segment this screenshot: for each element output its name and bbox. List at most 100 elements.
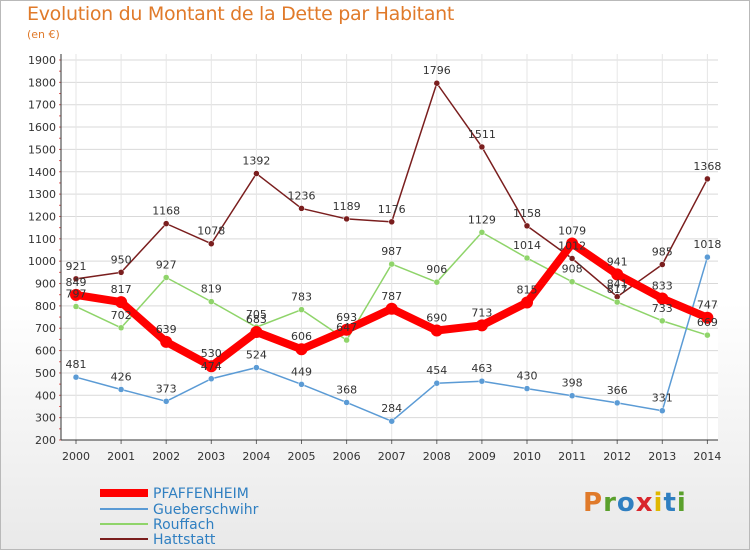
data-label-rouffach: 819 <box>201 283 222 296</box>
data-label-rouffach: 705 <box>246 308 267 321</box>
data-point-rouffach <box>72 303 80 310</box>
chart-subtitle: (en €) <box>27 28 60 41</box>
data-point-pfaffenheim <box>205 360 218 373</box>
data-label-rouffach: 783 <box>291 291 312 304</box>
data-label-pfaffenheim: 815 <box>517 284 538 297</box>
data-label-pfaffenheim: 693 <box>336 311 357 324</box>
y-tick-label: 500 <box>35 367 56 380</box>
data-label-rouffach: 733 <box>652 302 673 315</box>
data-label-hattstatt: 1368 <box>693 160 721 173</box>
data-point-hattstatt <box>343 215 350 223</box>
x-tick-label: 2002 <box>152 450 180 463</box>
data-point-gueberschwihr <box>298 381 305 388</box>
data-label-hattstatt: 1158 <box>513 207 541 220</box>
y-tick-label: 1600 <box>28 121 56 134</box>
data-point-gueberschwihr <box>388 417 395 425</box>
data-point-hattstatt <box>704 175 711 183</box>
y-tick-label: 1300 <box>28 188 56 201</box>
data-point-hattstatt <box>117 269 125 276</box>
data-label-pfaffenheim: 530 <box>201 347 222 360</box>
data-point-pfaffenheim <box>160 335 173 348</box>
legend-label-hattstatt: Hattstatt <box>153 532 216 548</box>
data-point-rouffach <box>298 306 305 313</box>
x-tick-label: 2003 <box>197 450 225 463</box>
x-tick-label: 2014 <box>693 450 721 463</box>
y-tick-label: 300 <box>35 412 56 425</box>
data-label-gueberschwihr: 454 <box>426 364 447 377</box>
data-point-rouffach <box>208 298 215 305</box>
y-tick-label: 1200 <box>28 210 56 223</box>
data-label-hattstatt: 1236 <box>288 189 316 202</box>
x-tick-label: 2009 <box>468 450 496 463</box>
data-point-hattstatt <box>523 222 531 230</box>
data-point-pfaffenheim <box>70 288 82 301</box>
data-label-hattstatt: 950 <box>111 253 132 266</box>
x-tick-label: 2008 <box>423 450 451 463</box>
data-point-gueberschwihr <box>343 399 350 406</box>
data-label-gueberschwihr: 331 <box>652 392 673 405</box>
x-tick-label: 2012 <box>603 450 631 463</box>
y-tick-label: 700 <box>35 322 56 335</box>
legend-label-pfaffenheim: PFAFFENHEIM <box>153 486 249 502</box>
data-point-rouffach <box>162 274 170 281</box>
x-tick-label: 2010 <box>513 450 541 463</box>
data-point-gueberschwihr <box>704 253 711 261</box>
data-point-hattstatt <box>388 218 395 226</box>
x-tick-label: 2013 <box>648 450 676 463</box>
proxiti-logo: Proxiti <box>583 488 687 518</box>
y-tick-label: 400 <box>35 389 56 402</box>
data-point-rouffach <box>433 278 441 286</box>
data-label-hattstatt: 1168 <box>152 205 180 218</box>
data-label-hattstatt: 1392 <box>242 155 270 168</box>
data-point-gueberschwihr <box>523 385 531 392</box>
data-label-hattstatt: 921 <box>66 260 87 273</box>
data-point-hattstatt <box>253 170 260 177</box>
data-label-hattstatt: 1176 <box>378 203 406 216</box>
data-point-gueberschwihr <box>568 392 576 399</box>
data-label-gueberschwihr: 449 <box>291 365 312 378</box>
data-point-gueberschwihr <box>433 379 441 387</box>
data-label-pfaffenheim: 833 <box>652 280 673 293</box>
data-label-gueberschwihr: 430 <box>517 370 538 383</box>
data-label-rouffach: 669 <box>697 316 718 329</box>
logo-letter: t <box>663 488 677 518</box>
x-tick-label: 2001 <box>107 450 135 463</box>
data-label-rouffach: 817 <box>607 283 628 296</box>
data-label-pfaffenheim: 690 <box>426 311 447 324</box>
data-label-gueberschwihr: 368 <box>336 383 357 396</box>
data-point-rouffach <box>704 331 711 339</box>
logo-letter: P <box>583 488 604 518</box>
data-label-rouffach: 987 <box>381 245 402 258</box>
data-point-pfaffenheim <box>521 296 533 309</box>
data-label-pfaffenheim: 639 <box>156 323 177 336</box>
x-tick-label: 2000 <box>62 450 90 463</box>
x-tick-label: 2006 <box>333 450 361 463</box>
logo-letter: x <box>635 488 654 518</box>
logo-letter: i <box>653 488 664 518</box>
data-point-hattstatt <box>72 275 80 283</box>
x-tick-label: 2011 <box>558 450 586 463</box>
data-label-gueberschwihr: 1018 <box>693 238 721 251</box>
data-point-gueberschwihr <box>72 373 80 381</box>
data-point-pfaffenheim <box>566 237 579 250</box>
data-point-rouffach <box>523 254 531 262</box>
data-point-gueberschwihr <box>478 377 486 385</box>
data-point-hattstatt <box>659 261 666 268</box>
chart-title: Evolution du Montant de la Dette par Hab… <box>27 3 455 25</box>
data-point-hattstatt <box>568 255 576 262</box>
data-point-gueberschwihr <box>659 407 666 414</box>
data-point-rouffach <box>388 260 395 268</box>
y-tick-label: 1500 <box>28 143 56 156</box>
legend-label-rouffach: Rouffach <box>153 517 214 533</box>
data-point-hattstatt <box>162 220 170 227</box>
data-label-pfaffenheim: 606 <box>291 330 312 343</box>
data-label-rouffach: 906 <box>426 263 447 276</box>
data-point-gueberschwihr <box>208 375 215 383</box>
data-point-pfaffenheim <box>340 323 353 336</box>
y-tick-label: 1000 <box>28 255 56 268</box>
data-label-gueberschwihr: 284 <box>381 402 402 415</box>
y-tick-label: 1400 <box>28 166 56 179</box>
data-label-pfaffenheim: 849 <box>66 276 87 289</box>
data-label-rouffach: 1129 <box>468 213 496 226</box>
